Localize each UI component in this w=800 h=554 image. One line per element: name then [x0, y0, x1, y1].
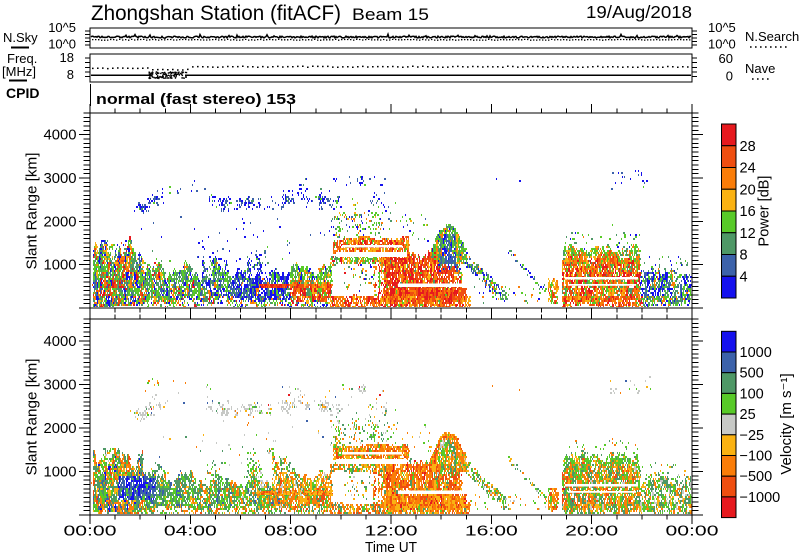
- svg-text:[MHz]: [MHz]: [2, 64, 36, 79]
- svg-text:2000: 2000: [44, 214, 77, 230]
- svg-text:N.Sky: N.Sky: [3, 30, 38, 45]
- svg-text:Time UT: Time UT: [365, 540, 417, 554]
- svg-text:Power [dB]: Power [dB]: [757, 176, 773, 247]
- svg-text:08:00: 08:00: [264, 524, 317, 540]
- svg-text:16:00: 16:00: [465, 524, 518, 540]
- svg-text:00:00: 00:00: [666, 524, 719, 540]
- svg-text:4000: 4000: [44, 334, 77, 350]
- svg-text:Slant Range [km]: Slant Range [km]: [25, 359, 41, 476]
- svg-text:Zhongshan Station (fitACF): Zhongshan Station (fitACF): [91, 1, 341, 25]
- svg-text:1000: 1000: [740, 345, 772, 361]
- svg-text:3000: 3000: [44, 171, 77, 187]
- svg-text:20:00: 20:00: [565, 524, 618, 540]
- svg-text:28: 28: [740, 139, 756, 155]
- svg-text:normal (fast stereo) 153: normal (fast stereo) 153: [96, 91, 296, 108]
- svg-text:−25: −25: [740, 428, 765, 444]
- svg-text:8: 8: [740, 248, 748, 264]
- svg-text:−500: −500: [740, 469, 773, 485]
- svg-text:24: 24: [740, 161, 756, 177]
- svg-text:8: 8: [67, 67, 74, 82]
- svg-text:500: 500: [740, 366, 764, 382]
- svg-text:04:00: 04:00: [164, 524, 217, 540]
- svg-text:Slant Range [km]: Slant Range [km]: [25, 153, 41, 270]
- svg-text:1000: 1000: [44, 464, 77, 480]
- svg-text:19/Aug/2018: 19/Aug/2018: [586, 2, 692, 22]
- svg-text:4000: 4000: [44, 128, 77, 144]
- svg-text:2000: 2000: [44, 421, 77, 437]
- svg-text:12: 12: [740, 226, 756, 242]
- svg-text:Freq.: Freq.: [7, 51, 37, 66]
- svg-text:3000: 3000: [44, 377, 77, 393]
- svg-text:25: 25: [740, 407, 756, 423]
- svg-text:−100: −100: [740, 449, 773, 465]
- svg-text:16: 16: [740, 204, 756, 220]
- svg-text:4: 4: [740, 269, 748, 285]
- svg-text:CPID: CPID: [6, 85, 39, 101]
- svg-text:10^5: 10^5: [708, 20, 736, 35]
- svg-text:00:00: 00:00: [64, 524, 117, 540]
- svg-text:10^0: 10^0: [48, 37, 76, 52]
- svg-text:18: 18: [60, 50, 74, 65]
- svg-text:1000: 1000: [44, 258, 77, 274]
- svg-text:Beam 15: Beam 15: [352, 6, 429, 24]
- svg-text:−1000: −1000: [740, 490, 781, 506]
- svg-text:60: 60: [719, 51, 733, 66]
- svg-text:10^5: 10^5: [48, 20, 76, 35]
- svg-text:N.Search: N.Search: [745, 29, 799, 44]
- svg-text:Nave: Nave: [745, 61, 775, 76]
- svg-text:20: 20: [740, 182, 756, 198]
- svg-text:10^0: 10^0: [708, 37, 736, 52]
- svg-text:Velocity [m s⁻¹]: Velocity [m s⁻¹]: [778, 373, 795, 474]
- svg-text:0: 0: [726, 69, 733, 84]
- svg-text:12:00: 12:00: [365, 524, 418, 540]
- svg-text:100: 100: [740, 386, 764, 402]
